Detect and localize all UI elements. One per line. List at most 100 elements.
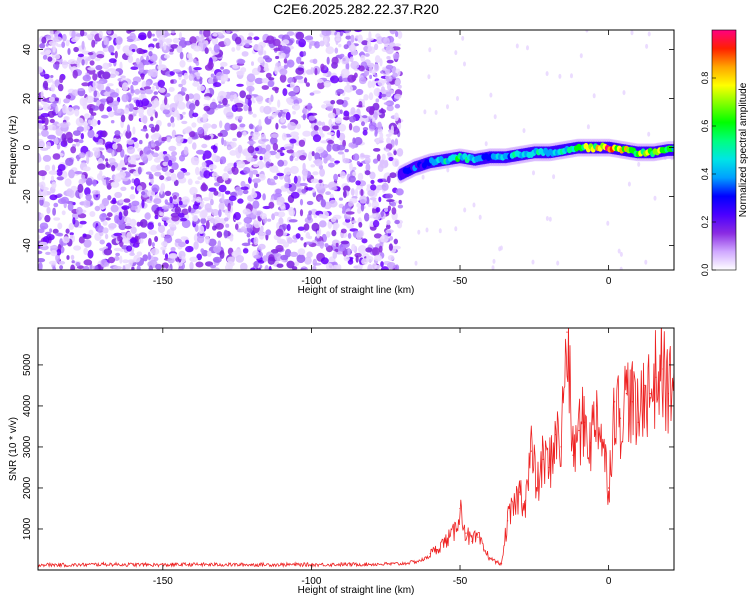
spectrogram-noise-blob (397, 204, 404, 209)
spectrogram-noise-blob (106, 106, 113, 113)
snr-point (536, 487, 538, 489)
spectrogram-noise-blob (253, 44, 262, 51)
spectrogram-noise-blob (297, 226, 305, 231)
spectrogram-noise-blob (308, 43, 312, 50)
spectrogram-noise-blob (305, 232, 311, 239)
spectrogram-noise-blob (192, 203, 199, 210)
spectrogram-noise-blob (191, 122, 197, 128)
spectrogram-noise-blob (365, 163, 371, 172)
spectrogram-noise-blob (237, 144, 243, 154)
spectrogram-noise-blob (153, 98, 159, 106)
spectrogram-noise-blob (218, 209, 222, 218)
spectrogram-noise-blob (222, 97, 228, 106)
spectrogram-noise-blob (268, 182, 277, 186)
spectrogram-noise-blob (195, 61, 200, 66)
spectrogram-noise-blob (301, 168, 308, 176)
spectrogram-noise-blob (279, 152, 285, 157)
spectrogram-noise-blob (218, 184, 227, 193)
spectrogram-noise-blob (144, 61, 150, 66)
spectrogram-noise-blob (55, 63, 59, 71)
spectrogram-noise-blob (176, 45, 183, 53)
spectrogram-noise-blob (107, 68, 117, 72)
spectrogram-noise-blob (160, 246, 167, 251)
spectrogram-x-tick-label: 0 (606, 276, 612, 287)
spectrogram-noise-blob (38, 120, 45, 124)
spectrogram-noise-blob (135, 99, 140, 108)
spectrogram-noise-blob (232, 138, 238, 142)
spectrogram-noise-blob (99, 239, 105, 245)
spectrogram-noise-blob (179, 154, 185, 162)
spectrogram-noise-blob (170, 116, 175, 124)
spectrogram-noise-blob (51, 164, 56, 172)
spectrogram-noise-blob (171, 122, 176, 128)
colorbar-ticks: 0.0 0.2 0.4 0.6 0.8 (700, 72, 716, 276)
spectrogram-noise-blob (158, 87, 166, 93)
spectrogram-noise-blob (386, 59, 394, 64)
spectrogram-noise-blob (275, 228, 284, 237)
spectrogram-noise-blob (311, 151, 315, 157)
spectrogram-noise-blob (142, 49, 148, 53)
spectrogram-quiet-blob (526, 45, 529, 51)
spectrogram-noise-blob (302, 130, 312, 137)
spectrogram-noise-blob (356, 161, 360, 166)
spectrogram-noise-blob (280, 125, 287, 129)
spectrogram-noise-blob (380, 266, 389, 270)
spectrogram-noise-blob (358, 65, 365, 72)
spectrogram-noise-blob (289, 138, 297, 144)
spectrogram-noise-blob (368, 108, 375, 116)
spectrogram-noise-blob (52, 266, 57, 270)
spectrogram-noise-blob (230, 30, 240, 33)
spectrogram-noise-blob (123, 209, 129, 217)
spectrogram-noise-blob (286, 223, 291, 232)
spectrogram-noise-blob (154, 236, 159, 242)
spectrogram-noise-blob (246, 223, 252, 229)
spectrogram-quiet-blob (653, 195, 657, 201)
spectrogram-noise-blob (276, 222, 280, 230)
spectrogram-noise-blob (139, 219, 148, 228)
spectrogram-noise-blob (164, 96, 168, 106)
spectrogram-noise-blob (229, 150, 237, 156)
spectrogram-noise-blob (240, 186, 249, 191)
spectrogram-noise-blob (290, 251, 298, 257)
spectrogram-noise-blob (145, 88, 153, 95)
spectrogram-noise-blob (133, 177, 141, 187)
spectrogram-noise-blob (387, 152, 392, 157)
snr-series-line (38, 328, 674, 569)
spectrogram-noise-blob (344, 30, 350, 33)
spectrogram-noise-blob (284, 182, 290, 189)
spectrogram-noise-blob (326, 132, 335, 136)
spectrogram-noise-blob (355, 88, 364, 96)
spectrogram-noise-blob (292, 103, 301, 111)
spectrogram-noise-blob (387, 254, 395, 261)
spectrogram-noise-blob (380, 93, 387, 98)
spectrogram-noise-blob (179, 51, 184, 60)
spectrogram-noise-blob (247, 238, 251, 244)
spectrogram-noise-blob (311, 222, 320, 232)
spectrogram-noise-blob (39, 196, 44, 201)
spectrogram-noise-blob (171, 129, 177, 139)
spectrogram-noise-blob (66, 255, 70, 260)
spectrogram-noise-blob (296, 56, 302, 64)
spectrogram-noise-blob (38, 132, 42, 137)
spectrogram-noise-blob (334, 117, 342, 124)
spectrogram-noise-blob (171, 215, 180, 222)
spectrogram-noise-blob (129, 32, 136, 41)
spectrogram-noise-blob (347, 74, 356, 83)
spectrogram-noise-blob (339, 109, 343, 115)
spectrogram-noise-blob (277, 99, 281, 108)
spectrogram-noise-blob (323, 157, 328, 164)
spectrogram-quiet-blob (619, 266, 623, 270)
spectrogram-noise-blob (286, 260, 295, 269)
spectrogram-noise-blob (229, 235, 234, 242)
spectrogram-noise-blob (64, 178, 72, 187)
spectrogram-noise-blob (85, 151, 94, 158)
spectrogram-noise-blob (68, 222, 75, 231)
spectrogram-noise-blob (300, 236, 304, 241)
spectrogram-noise-blob (240, 226, 246, 233)
colorbar-tick-label: 0.2 (700, 216, 710, 229)
spectrogram-noise-blob (263, 67, 270, 72)
spectrogram-noise-blob (388, 129, 394, 135)
spectrogram-noise-blob (172, 37, 180, 44)
spectrogram-noise-blob (158, 58, 162, 67)
spectrogram-noise-blob (99, 98, 109, 103)
